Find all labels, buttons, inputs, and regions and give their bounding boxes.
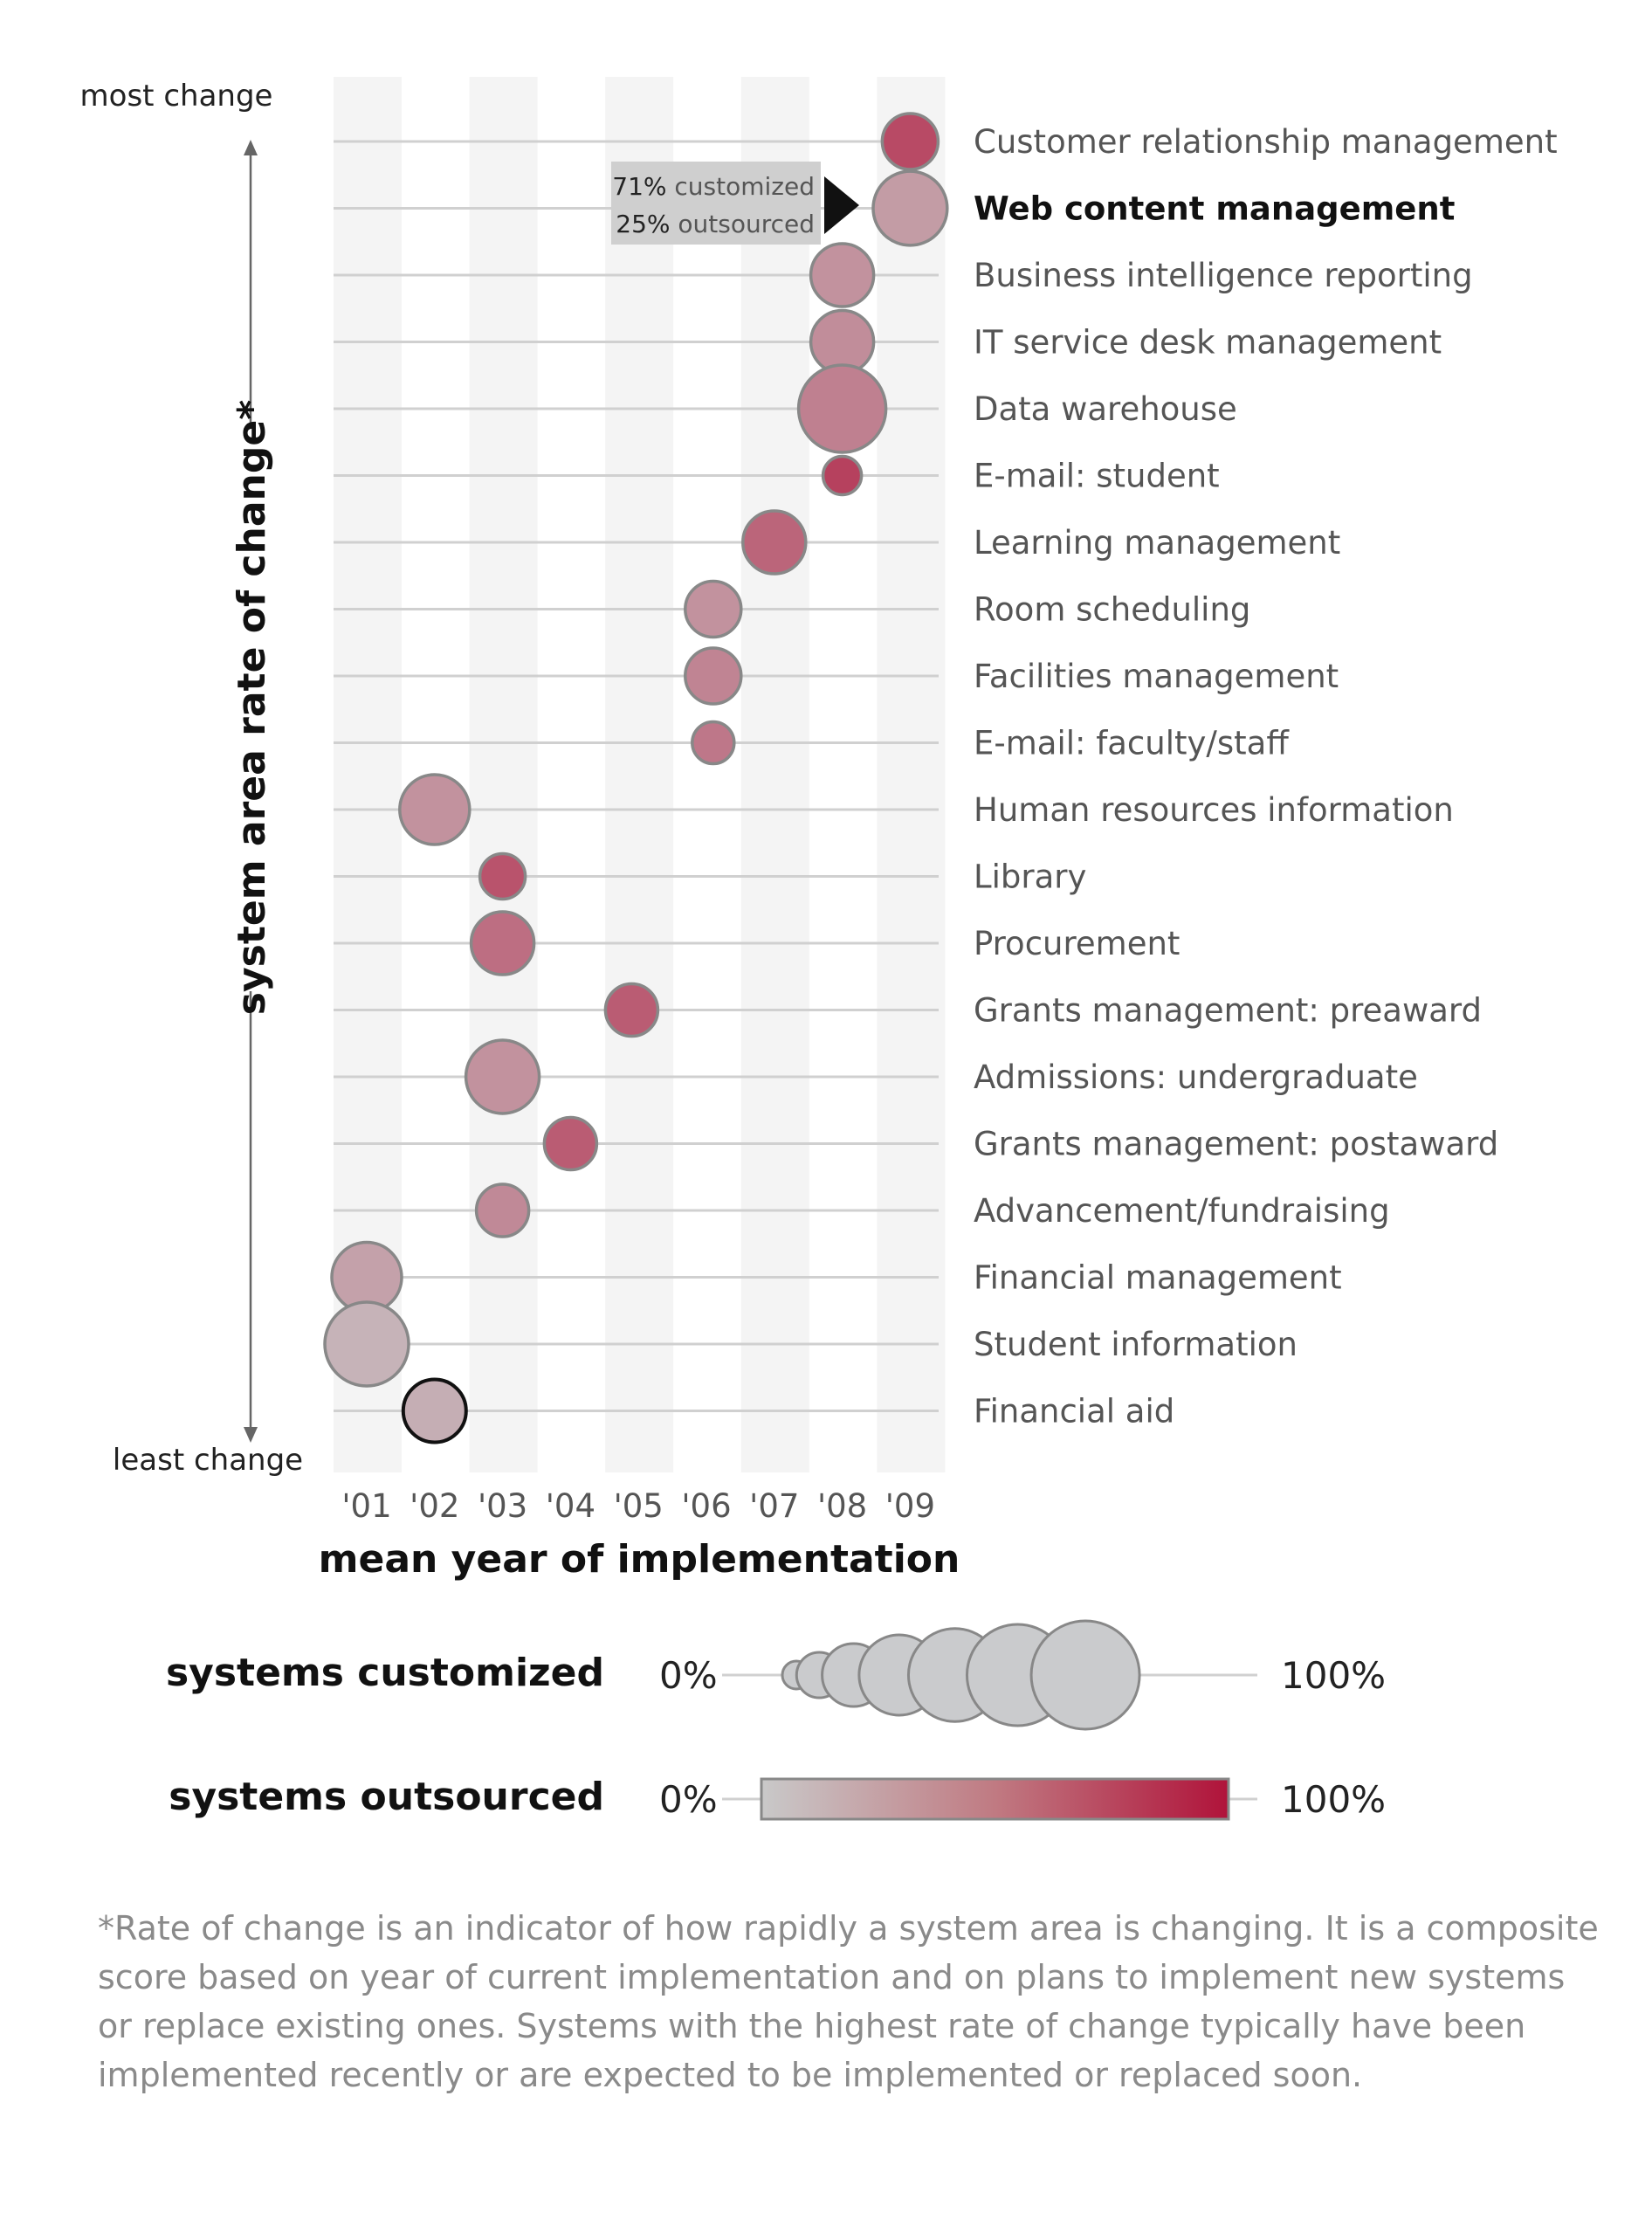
row-labels: Customer relationship management Web cont… (974, 123, 1558, 1431)
bubble (603, 982, 660, 1038)
legend-color: systems outsourced 0% 100% (169, 1775, 1386, 1821)
legend-size-circles (781, 1619, 1141, 1731)
legend-size-circle (1029, 1619, 1141, 1731)
x-axis-title: mean year of implementation (319, 1537, 960, 1582)
legend-size-max: 100% (1281, 1654, 1386, 1697)
x-tick-label: '02 (410, 1487, 459, 1525)
bubbles (323, 112, 949, 1444)
legend-size-title: systems customized (166, 1651, 604, 1695)
x-tick-label: '01 (341, 1487, 391, 1525)
x-tick-label: '06 (681, 1487, 731, 1525)
callout-customized-text: customized (667, 172, 816, 201)
year-stripe (740, 77, 809, 1472)
row-label: IT service desk management (974, 324, 1442, 362)
callout-outsourced-text: outsourced (670, 210, 815, 238)
bubble (464, 1038, 541, 1115)
callout-line-customized: 71% customized (612, 172, 815, 201)
row-label: Data warehouse (974, 390, 1237, 428)
legend-size-min: 0% (659, 1654, 718, 1697)
row-label: Learning management (974, 524, 1340, 562)
bubble (474, 1182, 531, 1238)
bubble (821, 454, 864, 497)
y-top-label: most change (80, 79, 273, 114)
row-label: Student information (974, 1326, 1298, 1363)
callout: 71% customized 25% outsourced (611, 162, 859, 245)
bubble (401, 1377, 468, 1444)
year-stripe (605, 77, 674, 1472)
bubble (880, 112, 940, 171)
row-label: Facilities management (974, 658, 1339, 695)
bubble (691, 720, 736, 766)
footnote: *Rate of change is an indicator of how r… (98, 1909, 1599, 2094)
callout-pointer (824, 176, 859, 234)
callout-outsourced-value: 25% (616, 210, 670, 238)
year-stripes (334, 77, 946, 1472)
year-stripe (877, 77, 946, 1472)
row-label: Customer relationship management (974, 123, 1558, 161)
legend-color-title: systems outsourced (169, 1775, 604, 1819)
y-axis-title: system area rate of change* (230, 400, 274, 1015)
row-label: Grants management: preaward (974, 992, 1482, 1030)
year-stripe (334, 77, 402, 1472)
callout-customized-value: 71% (612, 172, 666, 201)
bubble (871, 169, 949, 247)
y-axis-arrow (244, 140, 258, 1443)
callout-box (611, 162, 821, 245)
bubble (741, 509, 808, 576)
row-label: E-mail: faculty/staff (974, 725, 1290, 762)
row-label: Procurement (974, 925, 1180, 962)
legend-color-max: 100% (1281, 1778, 1386, 1821)
row-label: Grants management: postaward (974, 1126, 1498, 1163)
row-label: Library (974, 858, 1086, 896)
x-tick-labels: '01 '02 '03 '04 '05 '06 '07 '08 '09 (341, 1487, 935, 1525)
bubble (478, 851, 527, 901)
bubble (796, 363, 888, 454)
x-tick-label: '04 (546, 1487, 595, 1525)
bubble (684, 646, 743, 706)
x-tick-label: '03 (478, 1487, 527, 1525)
y-axis-arrowhead-down (244, 1427, 258, 1443)
row-label: Admissions: undergraduate (974, 1058, 1418, 1096)
bubble (684, 579, 743, 639)
y-bottom-label: least change (113, 1443, 303, 1478)
x-tick-label: '05 (614, 1487, 664, 1525)
row-label: Financial aid (974, 1393, 1174, 1431)
row-label: Human resources information (974, 791, 1454, 829)
row-label: Business intelligence reporting (974, 257, 1473, 294)
bubble (809, 242, 876, 308)
row-label: Advancement/fundraising (974, 1192, 1390, 1230)
bubble (469, 910, 536, 976)
row-label: Financial management (974, 1259, 1342, 1297)
bubble (398, 773, 472, 846)
x-tick-label: '07 (749, 1487, 799, 1525)
x-tick-label: '08 (817, 1487, 867, 1525)
year-stripe (469, 77, 538, 1472)
bubble (323, 1300, 410, 1388)
legend-color-gradient (760, 1777, 1230, 1821)
y-axis-arrowhead-up (244, 140, 258, 155)
row-label: E-mail: student (974, 458, 1220, 495)
x-tick-label: '09 (885, 1487, 935, 1525)
bubble (542, 1115, 599, 1172)
legend-size: systems customized 0% 100% (166, 1619, 1386, 1731)
legend-color-min: 0% (659, 1778, 718, 1821)
row-label: Web content management (974, 190, 1455, 228)
row-label: Room scheduling (974, 591, 1250, 629)
callout-line-outsourced: 25% outsourced (616, 210, 815, 238)
